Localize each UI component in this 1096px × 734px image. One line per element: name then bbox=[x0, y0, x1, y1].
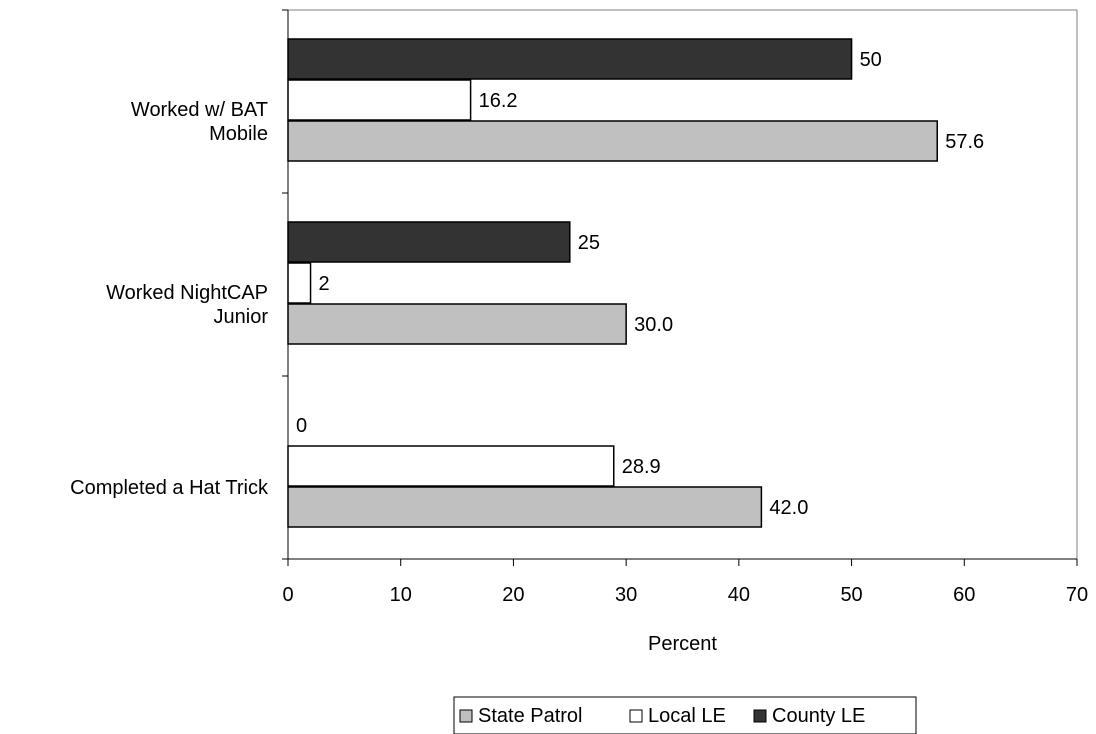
x-tick-label: 10 bbox=[390, 584, 412, 606]
x-tick-label: 70 bbox=[1066, 584, 1088, 606]
x-tick-label: 0 bbox=[282, 584, 293, 606]
legend-label: County LE bbox=[772, 705, 865, 727]
bar-state-patrol bbox=[287, 120, 938, 162]
bar-local-le bbox=[287, 79, 472, 121]
category-label: Worked w/ BAT Mobile bbox=[131, 99, 268, 145]
x-tick-label: 50 bbox=[840, 584, 862, 606]
bar-value-label: 25 bbox=[578, 232, 600, 254]
legend-swatch bbox=[753, 709, 767, 723]
category-label: Worked NightCAP Junior bbox=[106, 282, 268, 328]
legend-box bbox=[453, 696, 917, 734]
bar-value-label: 57.6 bbox=[945, 131, 984, 153]
bar-state-patrol bbox=[287, 303, 627, 345]
legend-label: Local LE bbox=[648, 705, 726, 727]
category-label-line: Mobile bbox=[209, 123, 268, 145]
bar-value-label: 30.0 bbox=[634, 314, 673, 336]
bar-value-label: 16.2 bbox=[479, 90, 518, 112]
bar-value-label: 50 bbox=[860, 49, 882, 71]
bar-marks: 50 16.2 57.6 25 2 30.0 0 28.9 42.0 bbox=[287, 38, 984, 528]
category-label-line: Worked w/ BAT bbox=[131, 99, 268, 121]
bar-county-le bbox=[287, 221, 571, 263]
bar-county-le bbox=[287, 38, 853, 80]
bar-value-label: 0 bbox=[296, 415, 307, 437]
bar-value-label: 42.0 bbox=[769, 497, 808, 519]
x-tick-label: 40 bbox=[728, 584, 750, 606]
bar-value-label: 2 bbox=[319, 273, 330, 295]
x-tick-label: 60 bbox=[953, 584, 975, 606]
legend: State Patrol Local LE County LE bbox=[453, 696, 917, 734]
legend-swatch bbox=[459, 709, 473, 723]
category-label-line: Junior bbox=[214, 306, 269, 328]
bar-value-label: 28.9 bbox=[622, 456, 661, 478]
bar-local-le bbox=[287, 262, 312, 304]
x-axis: 0 10 20 30 40 50 60 70 bbox=[282, 9, 1088, 606]
category-label-line: Completed a Hat Trick bbox=[70, 477, 269, 499]
bar-local-le bbox=[287, 445, 615, 487]
x-axis-label: Percent bbox=[648, 633, 717, 655]
x-tick-label: 30 bbox=[615, 584, 637, 606]
category-labels: Worked w/ BAT Mobile Worked NightCAP Junior… bbox=[70, 99, 269, 499]
legend-swatch bbox=[629, 709, 643, 723]
bar-state-patrol bbox=[287, 486, 763, 528]
category-label-line: Worked NightCAP bbox=[106, 282, 268, 304]
category-label: Completed a Hat Trick bbox=[70, 477, 269, 499]
legend-label: State Patrol bbox=[478, 705, 583, 727]
x-tick-label: 20 bbox=[502, 584, 524, 606]
